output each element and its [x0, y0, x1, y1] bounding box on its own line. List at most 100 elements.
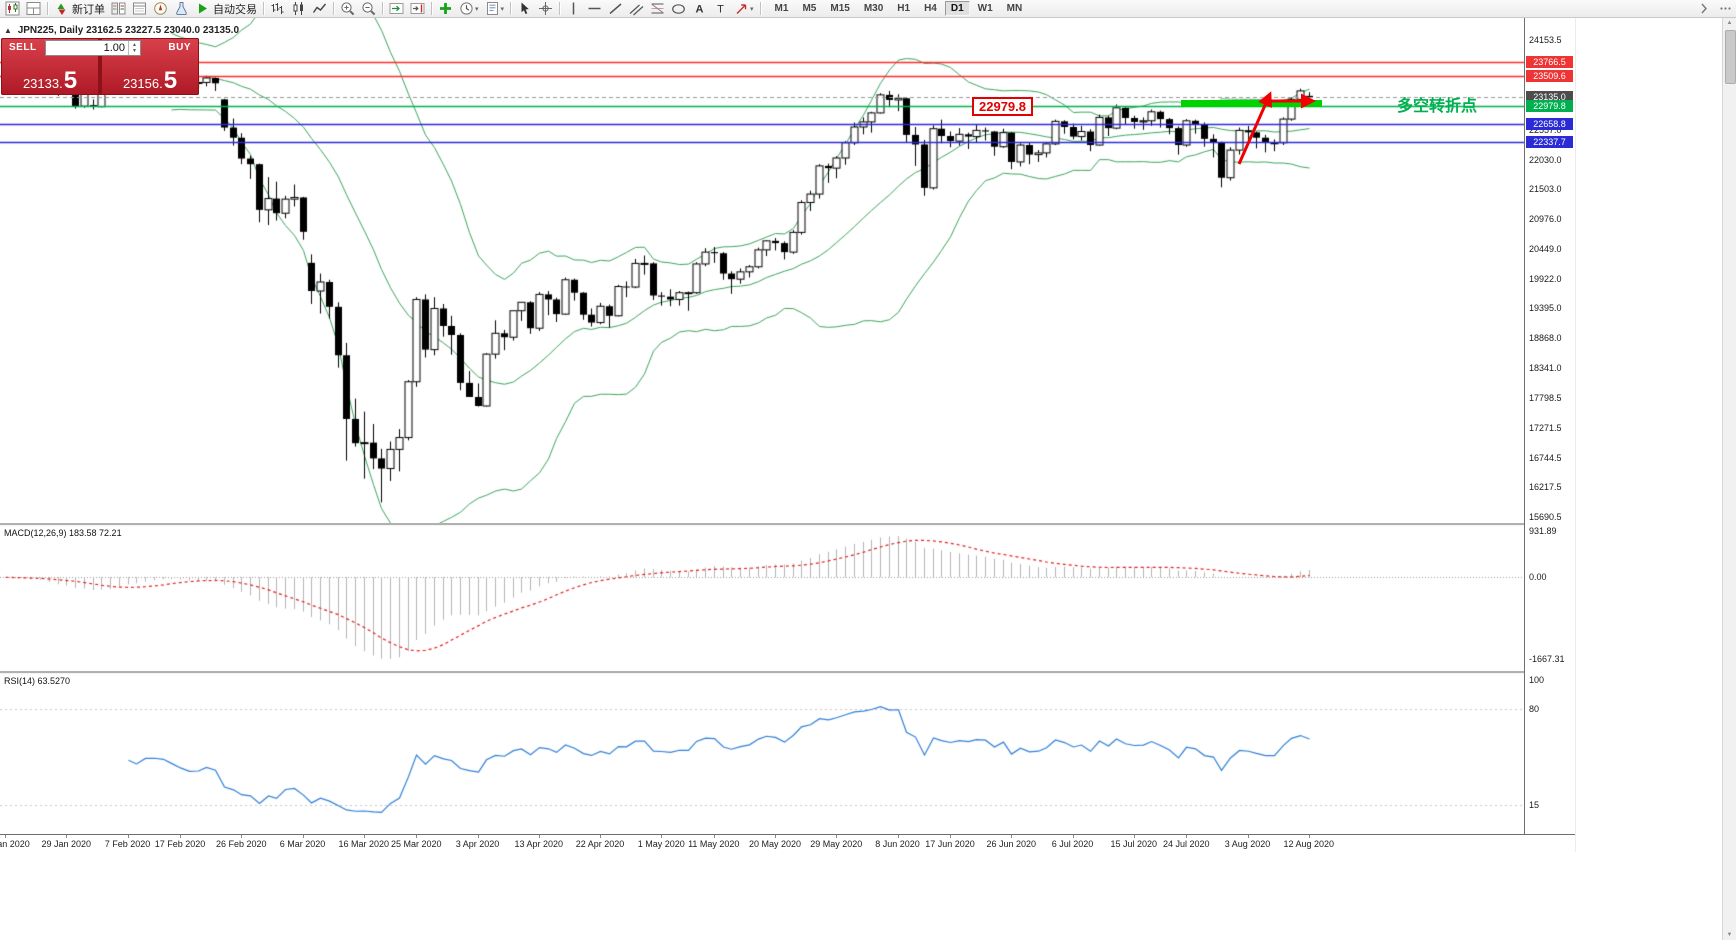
profiles-button[interactable] — [24, 1, 43, 17]
data-window-button[interactable] — [130, 1, 149, 17]
lot-stepper: ▲ ▼ — [128, 41, 140, 55]
time-tick — [1248, 835, 1249, 838]
new-order-button[interactable]: 新订单 — [52, 1, 107, 17]
price-tick-label: 20976.0 — [1529, 214, 1562, 225]
candlestick-chart-button[interactable] — [289, 1, 308, 17]
panel-separator[interactable] — [0, 671, 1575, 674]
bar-chart-button[interactable] — [268, 1, 287, 17]
auto-trading-button[interactable]: 自动交易 — [193, 1, 259, 17]
time-tick — [128, 835, 129, 838]
shapes-button[interactable] — [669, 1, 688, 17]
symbol-ohlc-text: JPN225, Daily 23162.5 23227.5 23040.0 23… — [17, 25, 240, 36]
time-tick — [775, 835, 776, 838]
timeframe-mn-button[interactable]: MN — [1006, 3, 1023, 14]
periods-button[interactable]: ▾ — [457, 1, 481, 17]
channel-button[interactable] — [627, 1, 646, 17]
lot-increase-icon[interactable]: ▲ — [132, 42, 137, 48]
scroll-down-icon[interactable]: ▼ — [1726, 932, 1733, 938]
timeframe-h1-button[interactable]: H1 — [897, 3, 911, 14]
auto-scroll-button[interactable] — [387, 1, 406, 17]
lot-decrease-icon[interactable]: ▼ — [132, 48, 137, 54]
price-tick-label: 80 — [1529, 704, 1540, 715]
price-tick-label: 19395.0 — [1529, 303, 1562, 314]
templates-button[interactable]: ▾ — [483, 1, 507, 17]
price-tick-label: 24153.5 — [1529, 35, 1562, 45]
timeframe-h4-button[interactable]: H4 — [924, 3, 937, 14]
timeframe-w1-button[interactable]: W1 — [977, 3, 993, 14]
cursor-button[interactable] — [515, 1, 534, 17]
text-label-button[interactable]: T — [711, 1, 730, 17]
fibonacci-button[interactable] — [648, 1, 667, 17]
price-tick-label: 15690.5 — [1529, 512, 1562, 522]
time-tick — [661, 835, 662, 838]
time-tick-label: 8 Jun 2020 — [875, 839, 920, 849]
one-click-trading-panel: SELL 23133. 5 BUY 23156. 5 1.00 ▲ ▼ — [1, 38, 199, 95]
customize-toolbar-button[interactable] — [1716, 1, 1735, 17]
zoom-in-button[interactable] — [338, 1, 357, 17]
up-arrow-icon — [1237, 91, 1272, 165]
svg-text:T: T — [717, 4, 724, 16]
horizontal-line-button[interactable] — [585, 1, 604, 17]
chart-window: ▲ JPN225, Daily 23162.5 23227.5 23040.0 … — [0, 18, 1575, 852]
time-tick — [1073, 835, 1074, 838]
scroll-up-icon[interactable]: ▲ — [1726, 20, 1733, 26]
time-tick — [836, 835, 837, 838]
vertical-line-button[interactable] — [564, 1, 583, 17]
zoom-out-button[interactable] — [359, 1, 378, 17]
navigator-button[interactable] — [151, 1, 170, 17]
price-tick-label: 20449.0 — [1529, 243, 1562, 254]
time-tick-label: 17 Jun 2020 — [925, 839, 975, 849]
time-tick-label: 29 Jan 2020 — [41, 839, 92, 849]
timeframe-m1-button[interactable]: M1 — [774, 3, 789, 14]
macd-panel-canvas[interactable] — [0, 525, 1524, 671]
price-tick-label: 18341.0 — [1529, 362, 1562, 373]
time-tick — [5, 835, 6, 838]
price-marker-label: 22337.7 — [1526, 136, 1573, 149]
time-tick — [539, 835, 540, 838]
timeframe-m15-button[interactable]: M15 — [830, 3, 850, 14]
lot-size-input[interactable]: 1.00 ▲ ▼ — [45, 40, 141, 56]
trend-arrows[interactable] — [1230, 80, 1325, 170]
support-zone-highlight[interactable] — [1181, 100, 1322, 107]
chart-shift-button[interactable] — [408, 1, 427, 17]
time-tick-label: 20 May 2020 — [748, 839, 802, 849]
price-axis[interactable]: 24153.522557.022030.021503.020976.020449… — [1524, 18, 1575, 852]
time-tick — [180, 835, 181, 838]
price-tick-label: 17271.5 — [1529, 422, 1562, 433]
market-watch-button[interactable] — [109, 1, 128, 17]
time-tick-label: 12 Aug 2020 — [1283, 839, 1335, 849]
time-tick — [303, 835, 304, 838]
turning-point-label[interactable]: 多空转折点 — [1397, 98, 1478, 115]
price-level-annotation[interactable]: 22979.8 — [972, 97, 1033, 116]
timeframe-d1-button[interactable]: D1 — [944, 1, 970, 16]
time-tick-label: 26 Jun 2020 — [986, 839, 1037, 849]
rsi-panel-canvas[interactable] — [0, 673, 1524, 833]
price-tick-label: 15 — [1529, 799, 1540, 810]
toolbar-overflow-button[interactable] — [1695, 1, 1714, 17]
one-click-collapse-icon[interactable]: ▲ — [4, 26, 12, 35]
strategy-tester-button[interactable] — [172, 1, 191, 17]
toolbar-separator — [47, 2, 48, 15]
time-tick-label: 16 Mar 2020 — [338, 839, 390, 849]
toolbar-separator — [263, 2, 264, 15]
timeframe-m30-button[interactable]: M30 — [863, 3, 884, 14]
timeframe-m5-button[interactable]: M5 — [802, 3, 817, 14]
window-background — [1575, 18, 1723, 940]
vertical-scrollbar[interactable]: ▲ ▼ — [1722, 18, 1736, 940]
arrows-button[interactable]: ▾ — [732, 1, 756, 17]
time-tick — [1186, 835, 1187, 838]
trendline-button[interactable] — [606, 1, 625, 17]
line-chart-button[interactable] — [310, 1, 329, 17]
indicators-button[interactable] — [436, 1, 455, 17]
panel-separator[interactable] — [0, 523, 1575, 526]
crosshair-button[interactable] — [536, 1, 555, 17]
scrollbar-thumb[interactable] — [1725, 30, 1736, 84]
time-tick-label: 22 Apr 2020 — [575, 839, 625, 849]
text-button[interactable]: A — [690, 1, 709, 17]
price-tick-label: 931.89 — [1529, 526, 1557, 537]
time-tick — [364, 835, 365, 838]
sell-price: 23133. 5 — [22, 67, 78, 95]
new-chart-button[interactable] — [3, 1, 22, 17]
